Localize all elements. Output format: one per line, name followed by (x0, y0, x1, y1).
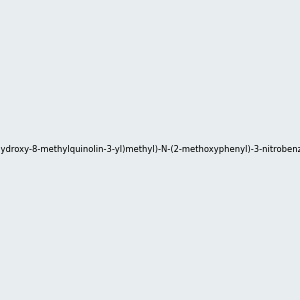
Text: N-((2-hydroxy-8-methylquinolin-3-yl)methyl)-N-(2-methoxyphenyl)-3-nitrobenzamide: N-((2-hydroxy-8-methylquinolin-3-yl)meth… (0, 146, 300, 154)
